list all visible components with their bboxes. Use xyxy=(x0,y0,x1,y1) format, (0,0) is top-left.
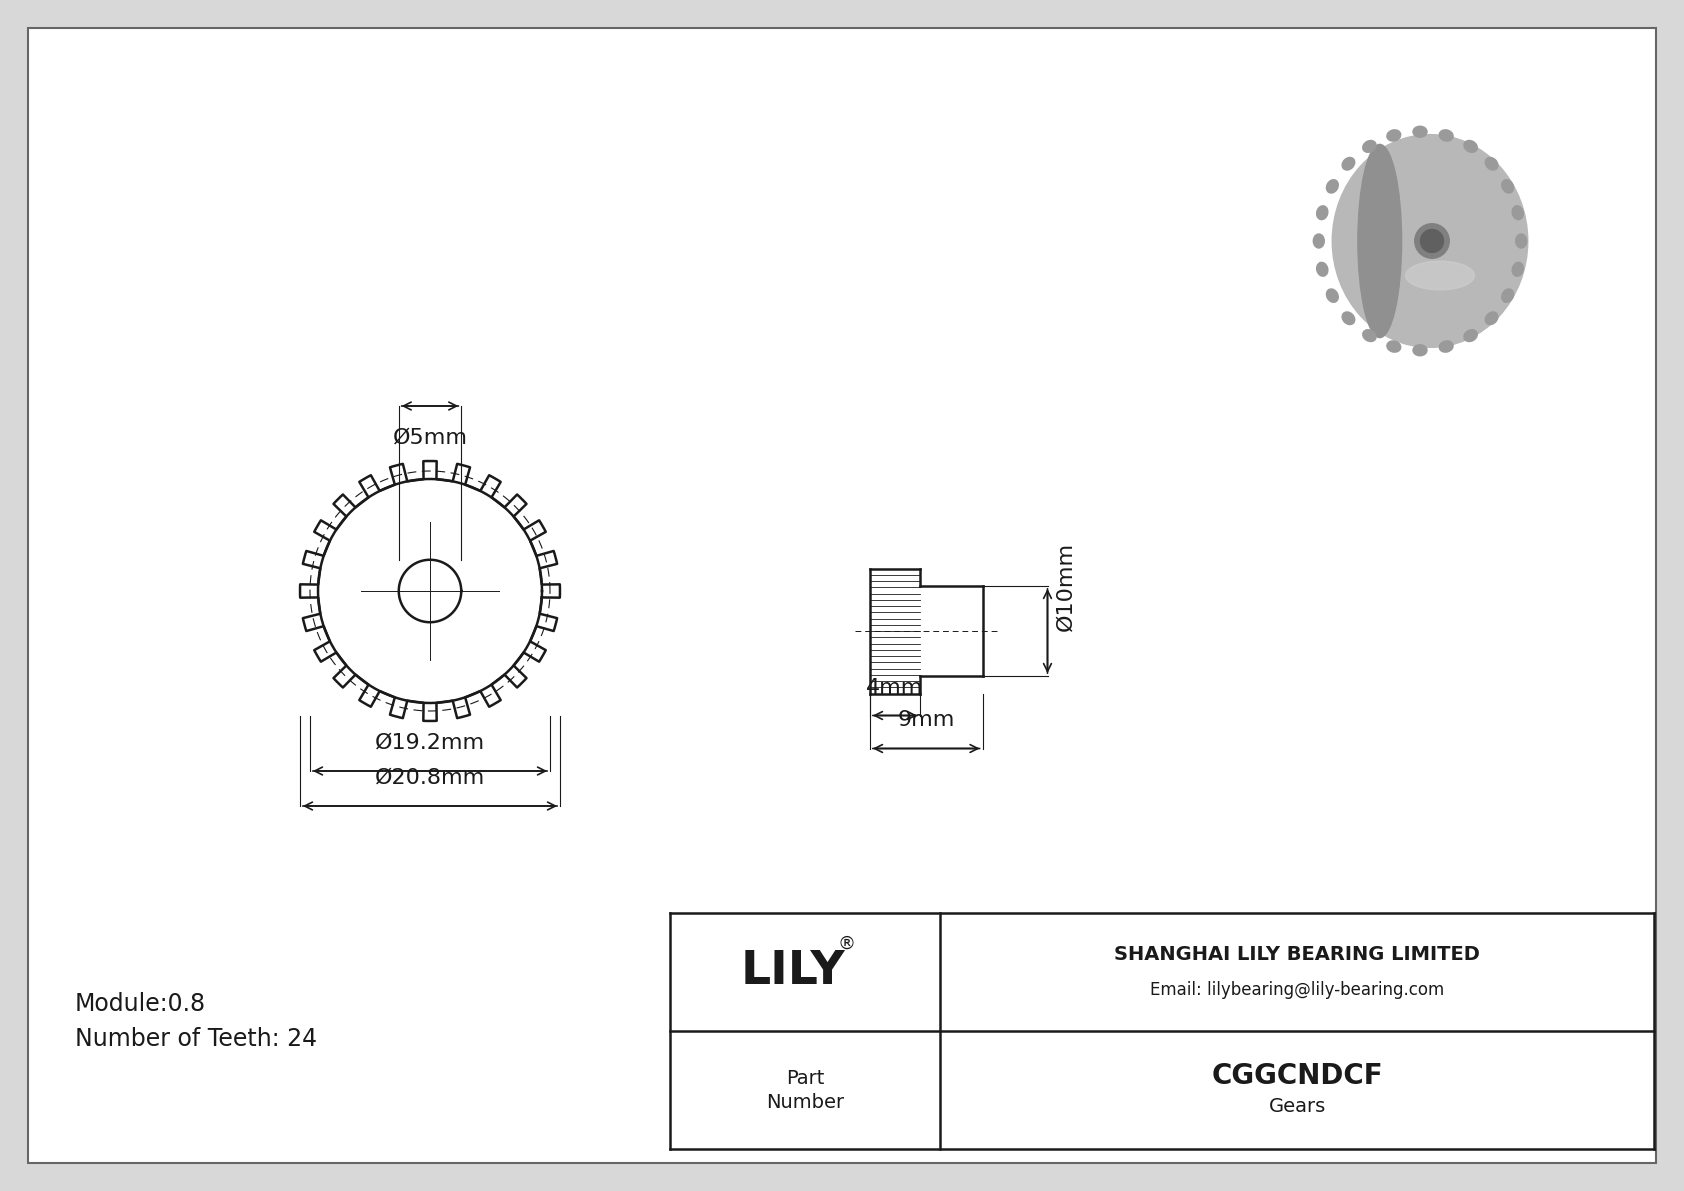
Text: Number: Number xyxy=(766,1092,844,1111)
Ellipse shape xyxy=(1440,341,1453,353)
Text: ®: ® xyxy=(839,935,855,953)
Ellipse shape xyxy=(1342,312,1354,324)
Ellipse shape xyxy=(1406,261,1475,289)
Ellipse shape xyxy=(1327,180,1339,193)
Ellipse shape xyxy=(1463,330,1477,342)
Text: Ø10mm: Ø10mm xyxy=(1056,542,1076,631)
Text: Ø5mm: Ø5mm xyxy=(392,428,468,448)
Text: 4mm: 4mm xyxy=(866,678,925,698)
Ellipse shape xyxy=(1485,312,1497,324)
Ellipse shape xyxy=(1413,126,1426,137)
Ellipse shape xyxy=(1516,233,1527,248)
Ellipse shape xyxy=(1388,341,1401,353)
Bar xyxy=(670,913,1654,1149)
Text: Ø20.8mm: Ø20.8mm xyxy=(376,768,485,788)
Circle shape xyxy=(1421,230,1443,252)
Ellipse shape xyxy=(1463,141,1477,152)
Ellipse shape xyxy=(1440,130,1453,141)
Ellipse shape xyxy=(1485,157,1497,170)
Ellipse shape xyxy=(1332,135,1527,348)
Text: Part: Part xyxy=(786,1068,823,1087)
Ellipse shape xyxy=(1388,130,1401,141)
Ellipse shape xyxy=(1512,262,1524,276)
Ellipse shape xyxy=(1362,141,1376,152)
Text: LILY: LILY xyxy=(741,949,845,994)
Ellipse shape xyxy=(1317,262,1329,276)
Circle shape xyxy=(1415,224,1450,258)
Text: Number of Teeth: 24: Number of Teeth: 24 xyxy=(76,1027,317,1050)
Text: SHANGHAI LILY BEARING LIMITED: SHANGHAI LILY BEARING LIMITED xyxy=(1115,944,1480,964)
Ellipse shape xyxy=(1314,233,1324,248)
Ellipse shape xyxy=(1502,180,1514,193)
Ellipse shape xyxy=(1362,330,1376,342)
Text: Email: lilybearing@lily-bearing.com: Email: lilybearing@lily-bearing.com xyxy=(1150,981,1445,999)
Text: CGGCNDCF: CGGCNDCF xyxy=(1211,1062,1383,1090)
Ellipse shape xyxy=(1327,289,1339,303)
Ellipse shape xyxy=(1342,157,1354,170)
Ellipse shape xyxy=(1317,206,1329,219)
Text: Module:0.8: Module:0.8 xyxy=(76,992,205,1016)
Ellipse shape xyxy=(1512,206,1524,219)
Ellipse shape xyxy=(1502,289,1514,303)
Ellipse shape xyxy=(1357,144,1401,337)
Text: Gears: Gears xyxy=(1268,1097,1325,1116)
Text: 9mm: 9mm xyxy=(898,711,955,730)
Text: Ø19.2mm: Ø19.2mm xyxy=(376,732,485,753)
Ellipse shape xyxy=(1413,344,1426,356)
